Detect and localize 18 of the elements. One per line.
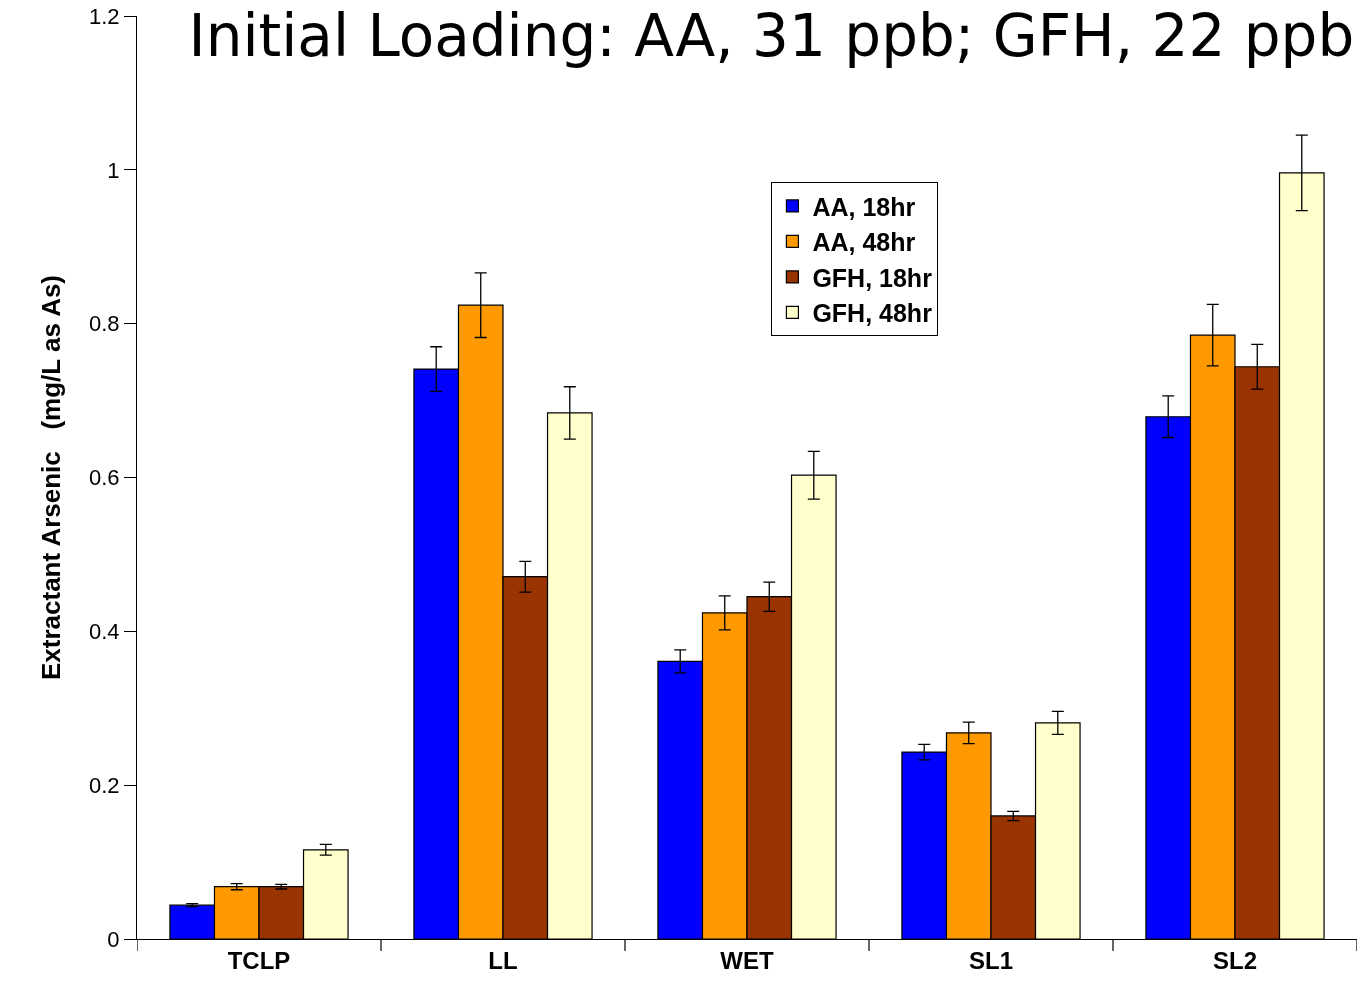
chart-title: Initial Loading: AA, 31 ppb; GFH, 22 ppb (188, 1, 1355, 70)
legend-label: AA, 48hr (812, 228, 916, 257)
y-tick-label: 0.6 (88, 465, 120, 491)
y-axis-title: Extractant Arsenic (mg/L as As) (36, 274, 67, 681)
x-tick-label: LL (488, 946, 518, 974)
y-tick-label: 1.2 (88, 3, 120, 29)
y-tick-label: 0.8 (88, 311, 120, 337)
y-tick-label: 1 (107, 157, 120, 183)
x-tick-label: TCLP (227, 946, 291, 974)
legend-label: GFH, 18hr (812, 263, 933, 292)
x-tick-label: SL2 (1212, 946, 1258, 974)
x-tick-label: WET (720, 946, 774, 974)
y-tick-label: 0 (107, 926, 120, 952)
x-tick-label: SL1 (968, 946, 1014, 974)
y-tick-label: 0.2 (88, 772, 120, 798)
legend-label: AA, 18hr (812, 192, 916, 221)
y-tick-label: 0.4 (88, 619, 120, 645)
legend-label: GFH, 48hr (812, 299, 933, 328)
